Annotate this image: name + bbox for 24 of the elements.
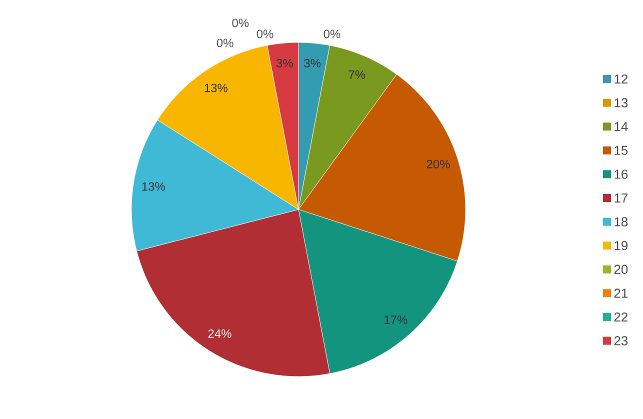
text: 0% [324,30,340,38]
text: 0% [256,30,274,38]
data-label: 13% [204,84,228,92]
legend-label: 12 [614,74,628,84]
data-label: 13% [142,182,165,191]
data-label: 17% [384,316,408,324]
legend-label: 18 [614,217,628,226]
data-label: 20% [426,160,450,168]
legend-label: 17 [614,194,628,202]
legend-label: 15 [614,146,628,155]
legend-label: 16 [614,170,628,179]
data-label: 24% [208,329,232,338]
legend-label: 19 [614,240,628,250]
legend-label: 13 [614,98,628,108]
text: 0% [232,18,249,28]
legend-label: 20 [614,264,628,274]
text: 0% [216,38,234,48]
legend-label: 21 [614,288,628,298]
data-label: 3% [276,58,293,68]
data-label: 7% [348,70,366,79]
data-label: 3% [304,58,321,68]
legend-label: 23 [614,336,628,346]
legend-label: 14 [614,122,628,132]
legend-label: 22 [614,312,628,322]
